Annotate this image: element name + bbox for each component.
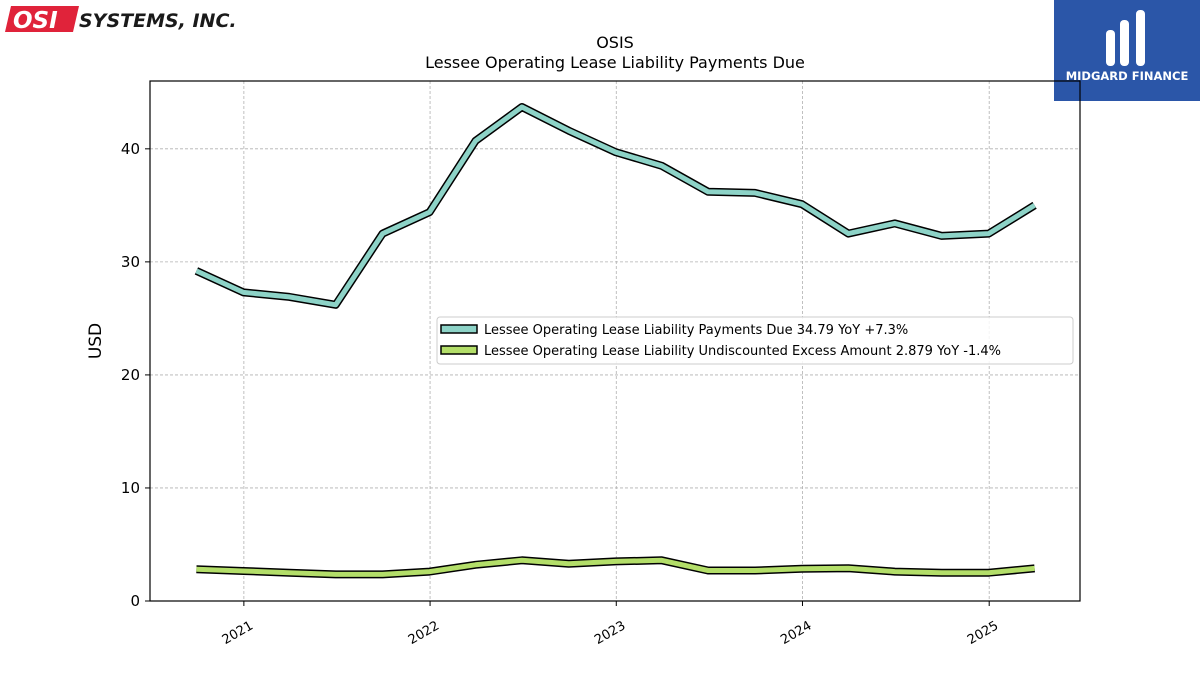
series-2-line: [196, 557, 1035, 577]
chart-title: OSIS: [596, 33, 634, 52]
legend-label-2: Lessee Operating Lease Liability Undisco…: [484, 344, 1001, 359]
legend-swatch-1: [440, 324, 478, 334]
osi-systems-logo: OSI SYSTEMS, INC.: [5, 6, 237, 34]
x-tick-label: 2025: [965, 618, 1001, 648]
midgard-logo-text: MIDGARD FINANCE: [1065, 69, 1189, 83]
y-tick-label: 40: [121, 140, 140, 158]
plot-frame: [149, 80, 1081, 602]
legend-box: [436, 316, 1074, 365]
midgard-finance-logo: MIDGARD FINANCE: [1054, 0, 1200, 101]
legend-label-1: Lessee Operating Lease Liability Payment…: [484, 323, 908, 338]
logo-bar-2: [1120, 20, 1129, 66]
x-tick-label: 2023: [592, 618, 628, 648]
chart-subtitle: Lessee Operating Lease Liability Payment…: [425, 53, 805, 72]
x-tick-label: 2022: [406, 618, 442, 648]
y-tick-label: 10: [121, 479, 140, 497]
logo-bar-3: [1136, 10, 1145, 66]
osi-logo-wordmark: SYSTEMS, INC.: [79, 10, 237, 32]
y-tick-label: 30: [121, 253, 140, 271]
legend-swatch-2: [440, 345, 478, 355]
midgard-logo-mark-icon: [1106, 10, 1145, 66]
x-tick-label: 2024: [778, 618, 814, 648]
series-1-outline: [194, 103, 1037, 309]
series-1-line: [195, 104, 1036, 308]
logo-bar-1: [1106, 30, 1115, 66]
y-tick-label: 0: [130, 592, 140, 610]
osi-logo-letters: OSI: [13, 8, 58, 34]
y-tick-label: 20: [121, 366, 140, 384]
osi-logo-red-block: [5, 6, 79, 32]
x-tick-label: 2021: [220, 618, 256, 648]
y-axis-label: USD: [86, 323, 106, 359]
